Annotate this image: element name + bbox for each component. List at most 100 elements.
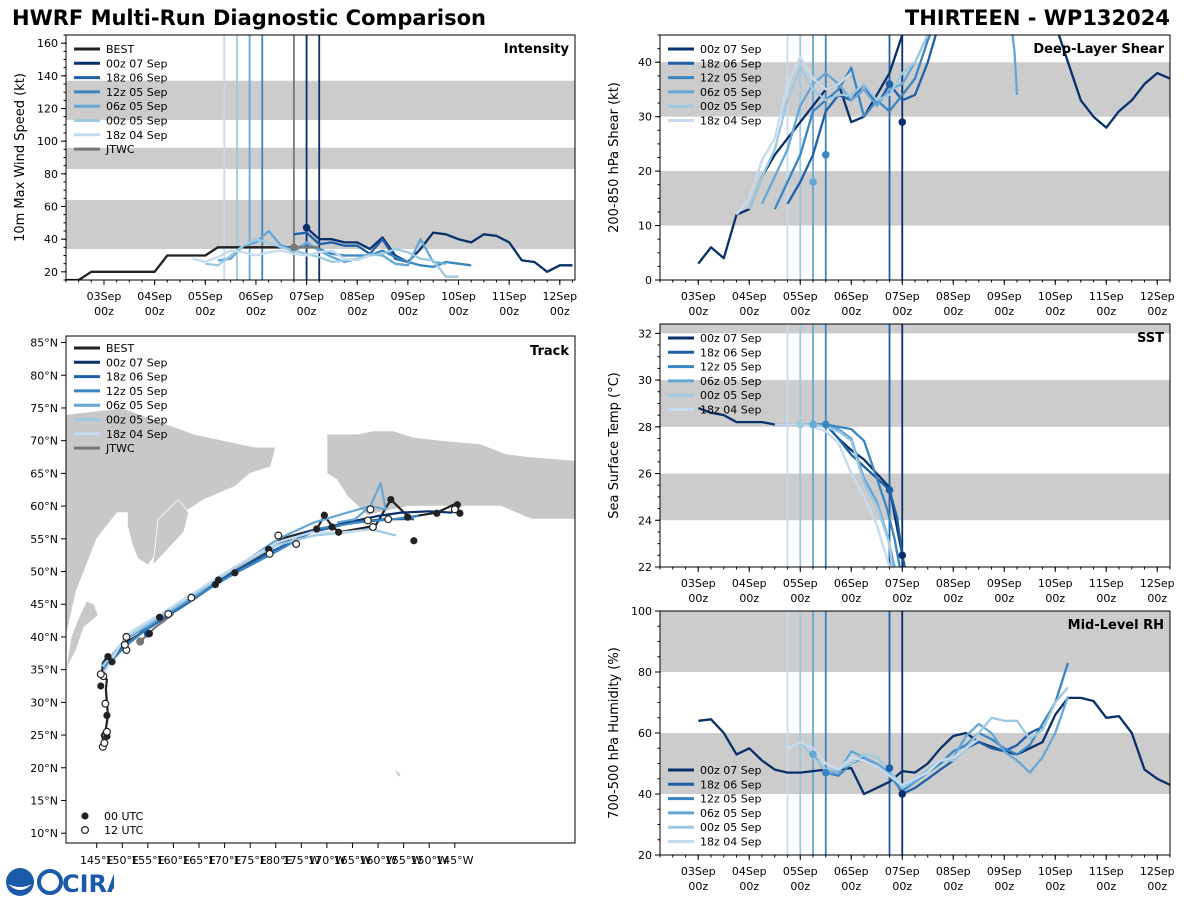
- best-00utc-point: [156, 613, 164, 621]
- lon-tick-label: 145°W: [436, 854, 473, 867]
- best-00utc-point: [214, 576, 223, 584]
- rh-legend-label: 18z 04 Sep: [700, 836, 762, 849]
- sst-legend-label: 12z 05 Sep: [700, 361, 762, 374]
- intensity-xtick-hour: 00z: [347, 305, 367, 318]
- best-12utc-point: [292, 540, 301, 549]
- lat-tick-label: 25°N: [30, 729, 58, 742]
- shear-band: [660, 171, 1170, 226]
- sst-ylabel: Sea Surface Temp (°C): [607, 372, 622, 519]
- best-00utc-point: [145, 630, 153, 638]
- intensity-title: Intensity: [504, 42, 570, 57]
- intensity-xtick-day: 04Sep: [137, 290, 172, 303]
- best-12utc-point: [96, 670, 105, 679]
- intensity-xtick-day: 03Sep: [87, 290, 122, 303]
- intensity-panel: 20 40 60 80 100 120 140 160 03Sep 00z 04Sep 00z 05Se…: [13, 34, 577, 318]
- lat-tick-label: 10°N: [30, 827, 58, 840]
- intensity-xtick-hour: 00z: [398, 305, 418, 318]
- shear-series-line: [735, 55, 853, 216]
- intensity-xtick-hour: 00z: [550, 305, 570, 318]
- sst-legend-label: 06z 05 Sep: [700, 375, 762, 388]
- intensity-legend-label: JTWC: [105, 143, 135, 156]
- best-12utc-point: [265, 549, 274, 558]
- track-legend-label: JTWC: [105, 442, 135, 455]
- sst-xtick-hour: 00z: [943, 592, 963, 605]
- best-00utc-point: [335, 528, 343, 536]
- legend-12utc-marker: [80, 825, 89, 834]
- rh-legend-label: 12z 05 Sep: [700, 793, 762, 806]
- intensity-xtick-hour: 00z: [246, 305, 266, 318]
- track-legend-label: 18z 04 Sep: [106, 428, 168, 441]
- shear-xtick-day: 09Sep: [987, 290, 1022, 303]
- lat-tick-label: 50°N: [30, 566, 58, 579]
- intensity-series-line: [205, 238, 459, 278]
- sst-band: [660, 380, 1170, 427]
- rh-title: Mid-Level RH: [1068, 618, 1164, 633]
- intensity-ytick-label: 60: [44, 201, 58, 214]
- rh-xtick-hour: 00z: [1096, 880, 1116, 893]
- sst-xtick-day: 04Sep: [732, 577, 767, 590]
- sst-ytick-label: 24: [638, 514, 652, 527]
- shear-xtick-day: 10Sep: [1038, 290, 1073, 303]
- best-00utc-point: [404, 513, 412, 521]
- intensity-xtick-hour: 00z: [297, 305, 317, 318]
- shear-xtick-day: 04Sep: [732, 290, 767, 303]
- shear-series-line: [697, 35, 1170, 265]
- shear-xtick-day: 11Sep: [1089, 290, 1124, 303]
- sst-plot-area: [660, 324, 1170, 567]
- sst-xtick-hour: 00z: [1096, 592, 1116, 605]
- sst-xtick-day: 11Sep: [1089, 577, 1124, 590]
- track-legend-label: 00z 05 Sep: [106, 414, 168, 427]
- rh-xtick-hour: 00z: [1045, 880, 1065, 893]
- sst-data-marker: [796, 420, 805, 429]
- lat-tick-label: 85°N: [30, 337, 58, 350]
- intensity-data-marker: [290, 243, 298, 252]
- track-forecast-marker: [136, 637, 145, 646]
- intensity-ytick-label: 160: [37, 37, 58, 50]
- sst-data-marker: [809, 420, 817, 429]
- best-12utc-point: [368, 523, 377, 532]
- shear-xtick-hour: 00z: [790, 305, 810, 318]
- intensity-legend-label: 12z 05 Sep: [106, 86, 168, 99]
- lon-tick-label: 165°E: [182, 854, 215, 867]
- track-panel: 10°N 15°N 20°N 25°N 30°N 35°N 40°N 45°N 50°N 55°N…: [30, 335, 576, 867]
- intensity-xtick-hour: 00z: [449, 305, 469, 318]
- rh-ytick-label: 40: [638, 788, 652, 801]
- intensity-legend-label: BEST: [106, 43, 134, 56]
- intensity-xtick-hour: 00z: [499, 305, 519, 318]
- sst-data-marker: [885, 486, 894, 494]
- sst-series-line: [774, 423, 891, 567]
- lon-tick-label: 175°E: [233, 854, 266, 867]
- land-hawaii: [393, 767, 402, 779]
- track-legend-label: 06z 05 Sep: [106, 399, 168, 412]
- intensity-ylabel: 10m Max Wind Speed (kt): [13, 73, 28, 242]
- best-00utc-point: [231, 569, 239, 577]
- best-12utc-point: [187, 593, 196, 602]
- intensity-xtick-hour: 00z: [94, 305, 114, 318]
- shear-xtick-day: 03Sep: [681, 290, 716, 303]
- rh-xtick-day: 04Sep: [732, 865, 767, 878]
- cira-wordmark: CIRA: [62, 870, 114, 898]
- best-00utc-point: [103, 711, 111, 720]
- shear-xtick-day: 05Sep: [783, 290, 818, 303]
- shear-legend-label: 12z 05 Sep: [700, 72, 762, 85]
- rh-plot-area: [660, 611, 1170, 855]
- shear-xtick-hour: 00z: [841, 305, 861, 318]
- rh-data-marker: [885, 764, 894, 772]
- intensity-xtick-hour: 00z: [195, 305, 215, 318]
- sst-data-marker: [898, 551, 907, 560]
- best-12utc-point: [366, 505, 375, 514]
- best-12utc-point: [450, 505, 459, 514]
- shear-legend-label: 06z 05 Sep: [700, 86, 762, 99]
- sst-xtick-day: 05Sep: [783, 577, 818, 590]
- rh-band: [660, 733, 1170, 794]
- track-legend-label: BEST: [106, 342, 134, 355]
- rh-xtick-hour: 00z: [1147, 880, 1167, 893]
- rh-xtick-hour: 00z: [739, 880, 759, 893]
- land-japan: [66, 600, 99, 670]
- track-line: [102, 514, 420, 671]
- sst-xtick-hour: 00z: [1147, 592, 1167, 605]
- lat-tick-label: 40°N: [30, 631, 58, 644]
- rh-legend-label: 00z 07 Sep: [700, 764, 762, 777]
- sst-xtick-day: 10Sep: [1038, 577, 1073, 590]
- shear-xtick-hour: 00z: [892, 305, 912, 318]
